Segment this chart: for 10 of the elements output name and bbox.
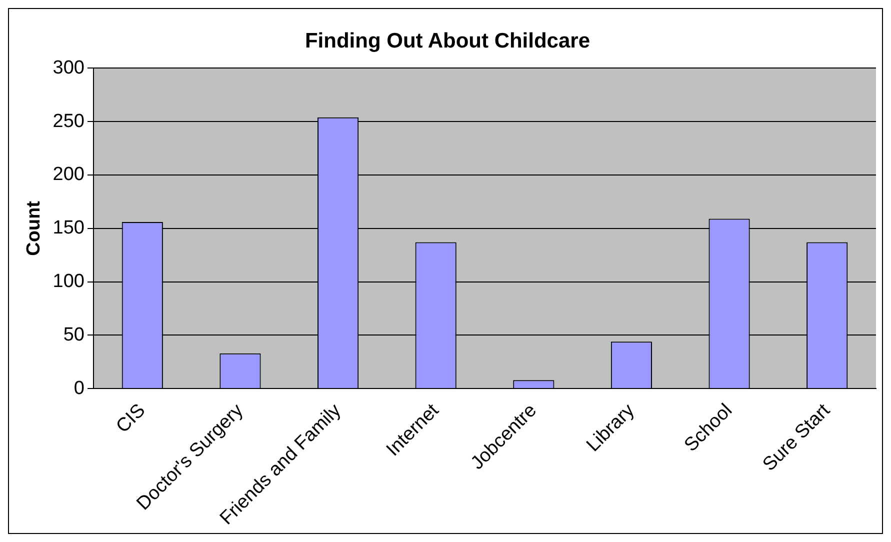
y-tick-label: 50	[63, 324, 84, 346]
y-tick-label: 250	[52, 110, 84, 132]
x-tick-label: CIS	[112, 400, 150, 438]
y-axis-title: Count	[24, 200, 45, 256]
y-tick-label: 300	[52, 57, 84, 78]
y-tick-label: 150	[52, 218, 84, 239]
y-tick-label: 100	[52, 271, 84, 292]
chart-title: Finding Out About Childcare	[304, 29, 590, 52]
y-tick-label: 200	[52, 164, 84, 186]
y-tick-label: 0	[74, 378, 84, 399]
